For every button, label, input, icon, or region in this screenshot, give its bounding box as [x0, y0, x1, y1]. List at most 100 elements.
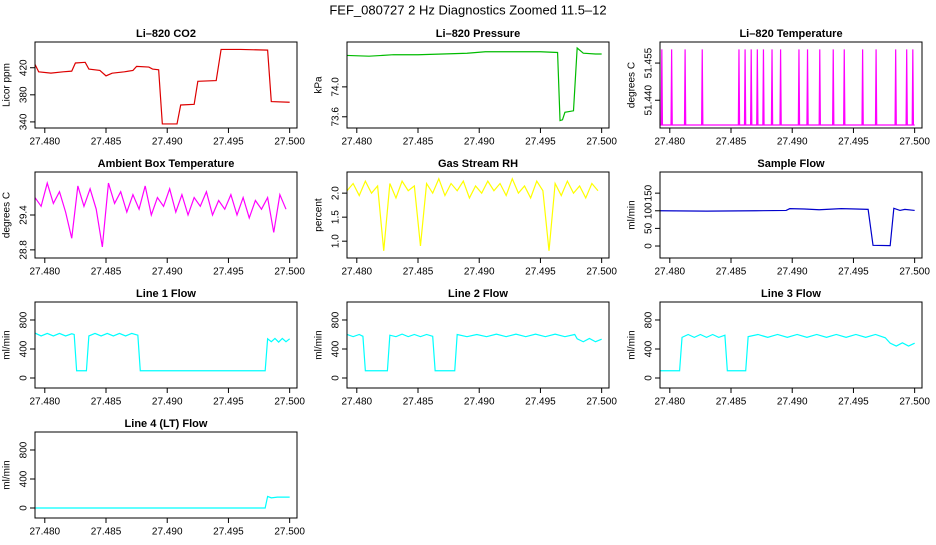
y-tick-label: 800	[331, 311, 342, 328]
x-tick-label: 27.480	[654, 137, 685, 148]
plot-frame	[34, 171, 298, 259]
y-tick-label: 100	[644, 202, 655, 219]
y-tick-label: 800	[19, 311, 30, 328]
x-tick-label: 27.500	[274, 137, 305, 148]
x-tick-label: 27.490	[464, 397, 495, 408]
x-tick-label: 27.485	[716, 137, 747, 148]
x-tick-label: 27.500	[274, 397, 305, 408]
x-tick-label: 27.490	[152, 137, 183, 148]
y-tick-label: 0	[19, 375, 30, 381]
y-axis-label: degrees C	[2, 192, 13, 238]
data-line	[660, 333, 915, 372]
y-axis-label: ml/min	[627, 330, 638, 359]
panel-title: Li–820 Temperature	[739, 28, 842, 40]
x-tick-label: 27.495	[525, 267, 556, 278]
panel-title: Line 1 Flow	[136, 288, 196, 300]
y-tick-label: 51.440	[644, 85, 655, 116]
x-tick-label: 27.480	[29, 267, 60, 278]
x-tick-label: 27.480	[341, 137, 372, 148]
y-axis-label: Licor ppm	[2, 63, 13, 107]
x-tick-label: 27.495	[213, 527, 244, 538]
y-tick-label: 0	[644, 243, 655, 249]
x-tick-label: 27.480	[341, 397, 372, 408]
x-tick-label: 27.485	[91, 527, 122, 538]
y-tick-label: 1.0	[331, 234, 342, 248]
x-tick-label: 27.500	[274, 527, 305, 538]
x-tick-label: 27.490	[464, 137, 495, 148]
plot-frame	[34, 301, 298, 389]
plot-frame	[346, 171, 610, 259]
y-tick-label: 800	[644, 311, 655, 328]
y-tick-label: 150	[644, 184, 655, 201]
y-axis-label: degrees C	[627, 62, 638, 108]
y-tick-label: 2.0	[331, 186, 342, 200]
x-tick-label: 27.485	[403, 137, 434, 148]
data-line	[346, 177, 599, 251]
data-line	[34, 48, 290, 125]
plot-frame	[34, 431, 298, 519]
x-tick-label: 27.485	[716, 267, 747, 278]
data-line	[346, 46, 602, 122]
y-tick-label: 400	[331, 340, 342, 357]
plot-frame	[659, 41, 923, 129]
x-tick-label: 27.485	[91, 397, 122, 408]
x-tick-label: 27.495	[838, 267, 869, 278]
plot-frame	[34, 41, 298, 129]
x-tick-label: 27.490	[464, 267, 495, 278]
x-tick-label: 27.485	[716, 397, 747, 408]
y-tick-label: 0	[331, 375, 342, 381]
panel-title: Li–820 CO2	[136, 28, 196, 40]
x-tick-label: 27.485	[91, 267, 122, 278]
y-tick-label: 1.5	[331, 210, 342, 224]
panel-title: Line 3 Flow	[761, 288, 821, 300]
x-tick-label: 27.495	[525, 397, 556, 408]
y-tick-label: 29.4	[19, 205, 30, 225]
y-tick-label: 28.8	[19, 240, 30, 260]
x-tick-label: 27.500	[899, 397, 930, 408]
panel-title: Line 2 Flow	[448, 288, 508, 300]
data-line	[34, 180, 287, 248]
x-tick-label: 27.495	[525, 137, 556, 148]
x-tick-label: 27.490	[152, 397, 183, 408]
y-tick-label: 0	[19, 505, 30, 511]
x-tick-label: 27.500	[586, 267, 617, 278]
y-tick-label: 400	[19, 340, 30, 357]
x-tick-label: 27.495	[213, 267, 244, 278]
y-tick-label: 340	[19, 113, 30, 130]
panel-title: Gas Stream RH	[438, 158, 518, 170]
x-tick-label: 27.490	[152, 527, 183, 538]
y-axis-label: ml/min	[627, 200, 638, 229]
plot-frame	[659, 171, 923, 259]
data-line	[34, 332, 291, 372]
main-title: FEF_080727 2 Hz Diagnostics Zoomed 11.5–…	[329, 2, 606, 17]
plot-frame	[346, 301, 610, 389]
x-tick-label: 27.480	[341, 267, 372, 278]
y-tick-label: 400	[644, 340, 655, 357]
x-tick-label: 27.500	[586, 397, 617, 408]
x-tick-label: 27.485	[403, 267, 434, 278]
x-tick-label: 27.495	[213, 397, 244, 408]
y-axis-label: ml/min	[2, 460, 13, 489]
y-axis-label: kPa	[314, 76, 325, 94]
x-tick-label: 27.495	[838, 397, 869, 408]
data-line	[35, 495, 290, 509]
y-tick-label: 51.455	[644, 47, 655, 78]
y-axis-label: ml/min	[314, 330, 325, 359]
plot-frame	[659, 301, 923, 389]
panel-title: Li–820 Pressure	[436, 28, 520, 40]
x-tick-label: 27.490	[777, 397, 808, 408]
y-tick-label: 400	[19, 470, 30, 487]
y-tick-label: 74.0	[331, 77, 342, 97]
panel-title: Sample Flow	[757, 158, 825, 170]
x-tick-label: 27.480	[654, 267, 685, 278]
y-tick-label: 50	[644, 222, 655, 234]
data-line	[659, 207, 915, 247]
data-line	[346, 333, 602, 372]
x-tick-label: 27.485	[403, 397, 434, 408]
y-axis-label: ml/min	[2, 330, 13, 359]
panel-title: Ambient Box Temperature	[98, 158, 235, 170]
x-tick-label: 27.490	[777, 137, 808, 148]
x-tick-label: 27.485	[91, 137, 122, 148]
